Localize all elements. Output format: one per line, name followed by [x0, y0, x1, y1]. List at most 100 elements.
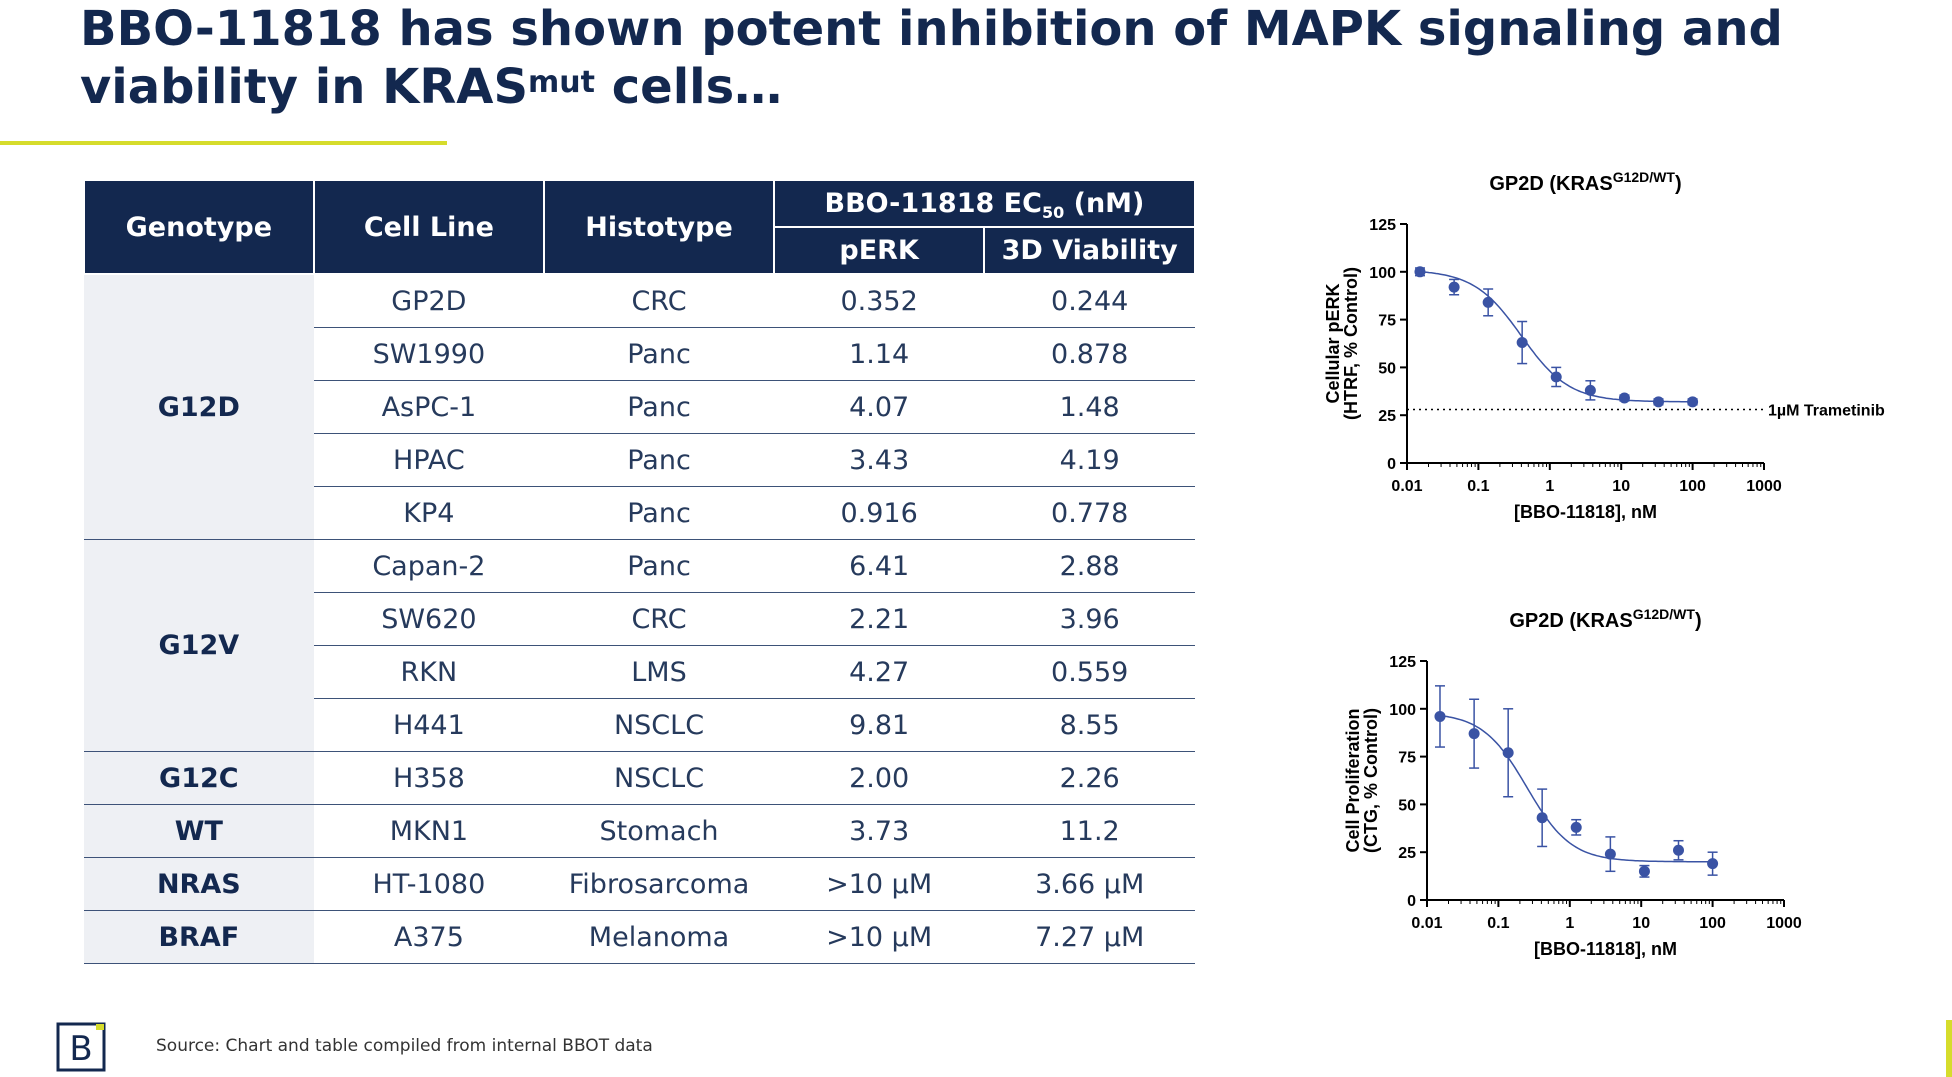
table-body: G12D GP2D CRC 0.352 0.244 SW1990 Panc 1.14 0.878…	[84, 274, 1195, 964]
x-tick-label: 100	[1679, 478, 1706, 495]
y-tick-label: 0	[1407, 893, 1416, 910]
chart-title-main: GP2D (KRAS	[1509, 610, 1632, 632]
histotype-cell: Panc	[544, 380, 774, 434]
histotype-cell: CRC	[544, 592, 774, 646]
chart-title-main: GP2D (KRAS	[1489, 173, 1612, 195]
viability-ec50-cell: 8.55	[984, 698, 1195, 752]
data-point	[1687, 396, 1699, 408]
x-tick-label: 100	[1699, 915, 1726, 932]
histotype-cell: Panc	[544, 486, 774, 540]
header-ec50-unit: (nM)	[1064, 188, 1145, 219]
cell-line-cell: SW620	[313, 592, 545, 646]
logo-accent	[96, 1024, 104, 1030]
histotype-cell: Panc	[544, 433, 774, 487]
data-point	[1618, 392, 1630, 404]
chart-title-end: )	[1675, 173, 1682, 195]
data-point	[1482, 296, 1494, 308]
viability-ec50-cell: 4.19	[984, 433, 1195, 487]
chart-title-end: )	[1695, 610, 1702, 632]
perk-ec50-cell: 3.43	[773, 433, 985, 487]
header-genotype: Genotype	[83, 179, 315, 275]
data-point	[1448, 281, 1460, 293]
data-point	[1414, 266, 1426, 278]
table-row: RKN LMS 4.27 0.559	[84, 645, 1195, 699]
cell-line-cell: MKN1	[313, 804, 545, 858]
title-part1: BBO-11818 has shown potent inhibition of…	[80, 1, 1783, 115]
genotype-cell: WT	[84, 804, 314, 858]
cell-line-cell: H441	[313, 698, 545, 752]
cell-line-cell: AsPC-1	[313, 380, 545, 434]
perk-ec50-cell: >10 µM	[773, 910, 985, 964]
fit-curve	[1439, 714, 1713, 863]
y-tick-label: 75	[1378, 313, 1396, 330]
x-tick-label: 1	[1545, 478, 1554, 495]
genotype-cell: G12C	[84, 751, 314, 805]
viability-ec50-cell: 2.88	[984, 539, 1195, 593]
table-row: BRAF A375 Melanoma >10 µM 7.27 µM	[84, 910, 1195, 964]
table-row: HPAC Panc 3.43 4.19	[84, 433, 1195, 487]
data-point	[1516, 337, 1528, 349]
viability-ec50-cell: 11.2	[984, 804, 1195, 858]
x-tick-label: 0.1	[1467, 478, 1489, 495]
viability-ec50-cell: 0.559	[984, 645, 1195, 699]
data-point	[1550, 371, 1562, 383]
x-tick-label: 1000	[1766, 915, 1802, 932]
y-axis-label: (HTRF, % Control)	[1341, 267, 1361, 420]
company-logo: B	[56, 1022, 106, 1072]
data-point	[1673, 844, 1685, 856]
viability-ec50-cell: 3.66 µM	[984, 857, 1195, 911]
x-tick-label: 0.1	[1487, 915, 1509, 932]
data-point	[1707, 858, 1719, 870]
chart-title-sup: G12D/WT	[1613, 169, 1676, 185]
histotype-cell: Panc	[544, 327, 774, 381]
viability-ec50-cell: 7.27 µM	[984, 910, 1195, 964]
logo-frame	[56, 1022, 106, 1072]
header-histotype: Histotype	[543, 179, 775, 275]
data-point	[1604, 848, 1616, 860]
data-point	[1584, 384, 1596, 396]
perk-ec50-cell: 9.81	[773, 698, 985, 752]
histotype-cell: LMS	[544, 645, 774, 699]
genotype-cell: G12D	[84, 274, 314, 540]
proliferation-chart: GP2D (KRASG12D/WT) 0 25 50 75 100 125 0.01 0.1 1 1…	[1320, 597, 1920, 977]
y-axis-label: Cellular pERK	[1323, 283, 1343, 403]
histotype-cell: CRC	[544, 274, 774, 328]
y-tick-label: 50	[1398, 797, 1416, 814]
title-superscript: mut	[528, 65, 595, 100]
cell-line-cell: Capan-2	[313, 539, 545, 593]
table-row: WT MKN1 Stomach 3.73 11.2	[84, 804, 1195, 858]
perk-ec50-cell: >10 µM	[773, 857, 985, 911]
table-row: SW1990 Panc 1.14 0.878	[84, 327, 1195, 381]
chart-svg: GP2D (KRASG12D/WT) 0 25 50 75 100 125 0.01 0.1 1 1…	[1343, 606, 1802, 959]
table-row: AsPC-1 Panc 4.07 1.48	[84, 380, 1195, 434]
viability-ec50-cell: 0.878	[984, 327, 1195, 381]
y-tick-label: 25	[1398, 845, 1416, 862]
histotype-cell: Panc	[544, 539, 774, 593]
data-point	[1434, 710, 1446, 722]
y-tick-label: 0	[1387, 456, 1396, 473]
x-tick-label: 10	[1632, 915, 1650, 932]
logo-letter: B	[69, 1029, 92, 1069]
viability-ec50-cell: 1.48	[984, 380, 1195, 434]
genotype-cell: G12V	[84, 539, 314, 752]
data-point	[1536, 812, 1548, 824]
table-row: G12D GP2D CRC 0.352 0.244	[84, 274, 1195, 540]
histotype-cell: Melanoma	[544, 910, 774, 964]
data-point	[1570, 821, 1582, 833]
cell-line-cell: SW1990	[313, 327, 545, 381]
perk-chart: GP2D (KRASG12D/WT) 0 25 50 75 100 125 0.01 0.1 1 1…	[1300, 160, 1920, 540]
table-row: G12C H358 NSCLC 2.00 2.26	[84, 751, 1195, 805]
data-point	[1502, 747, 1514, 759]
x-tick-label: 10	[1612, 478, 1630, 495]
genotype-cell: NRAS	[84, 857, 314, 911]
cell-line-cell: GP2D	[313, 274, 545, 328]
perk-ec50-cell: 1.14	[773, 327, 985, 381]
chart-title-sup: G12D/WT	[1633, 606, 1696, 622]
y-tick-label: 100	[1369, 265, 1396, 282]
y-axis-label: (CTG, % Control)	[1361, 708, 1381, 853]
ec50-table: Genotype Cell Line Histotype BBO-11818 E…	[83, 179, 1197, 964]
y-axis-label: Cell Proliferation	[1343, 708, 1363, 852]
table-row: G12V Capan-2 Panc 6.41 2.88	[84, 539, 1195, 752]
source-note: Source: Chart and table compiled from in…	[156, 1036, 653, 1056]
histotype-cell: NSCLC	[544, 698, 774, 752]
